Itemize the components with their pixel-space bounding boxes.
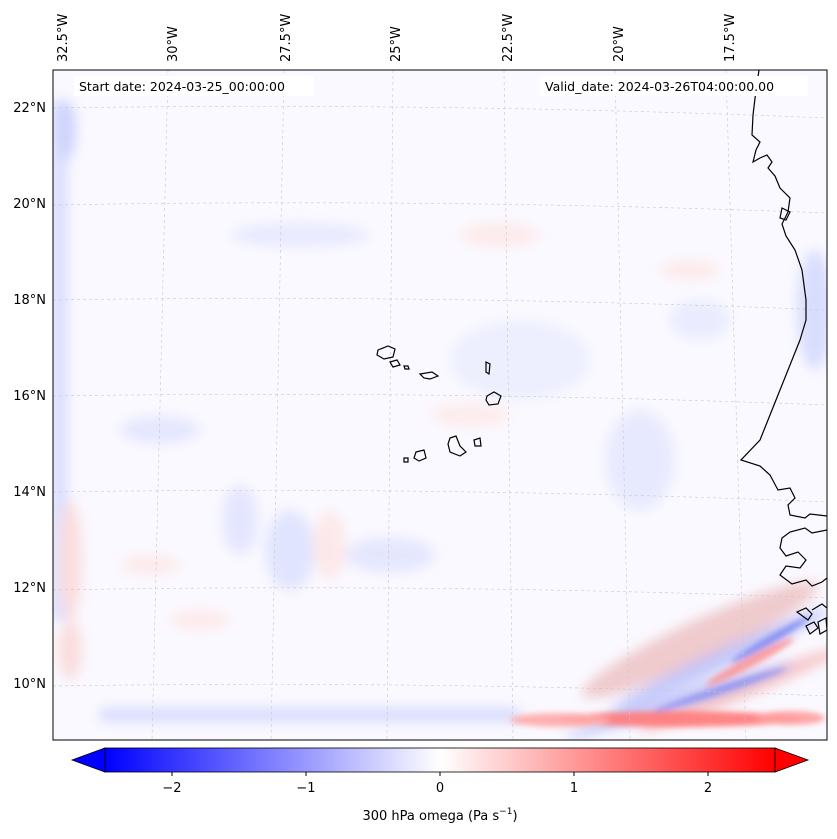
colorbar-tick-label: 1 xyxy=(570,781,578,796)
lat-label: 12°N xyxy=(13,581,46,596)
start-date-label: Start date: 2024-03-25_00:00:00 xyxy=(79,79,285,94)
lon-label: 32.5°W xyxy=(56,14,71,62)
lat-label: 16°N xyxy=(13,389,46,404)
lon-label: 27.5°W xyxy=(279,14,294,62)
colorbar: −2 −1 0 1 2 300 hPa omega (Pa s−1) xyxy=(70,747,810,824)
colorbar-extend-low xyxy=(70,747,106,773)
cape-verde-islands xyxy=(376,345,502,463)
lon-label: 30°W xyxy=(166,26,181,62)
colorbar-tick-label: 2 xyxy=(704,781,712,796)
colorbar-bar xyxy=(104,747,776,773)
start-date-box xyxy=(74,76,314,96)
graticule xyxy=(53,70,827,740)
omega-field xyxy=(53,70,827,740)
colorbar-tick-label: −1 xyxy=(296,781,315,796)
valid-date-box xyxy=(540,76,808,96)
lon-label: 17.5°W xyxy=(723,14,738,62)
colorbar-label: 300 hPa omega (Pa s−1) xyxy=(362,807,517,824)
lon-label: 25°W xyxy=(389,26,404,62)
longitude-labels: 32.5°W 30°W 27.5°W 25°W 22.5°W 20°W 17.5… xyxy=(56,14,738,62)
valid-date-label: Valid_date: 2024-03-26T04:00:00.00 xyxy=(545,79,774,94)
lat-label: 22°N xyxy=(13,101,46,116)
lat-label: 14°N xyxy=(13,485,46,500)
lat-label: 20°N xyxy=(13,197,46,212)
colorbar-tick-label: −2 xyxy=(162,781,181,796)
colorbar-tick-label: 0 xyxy=(436,781,444,796)
lat-label: 18°N xyxy=(13,293,46,308)
latitude-labels: 22°N 20°N 18°N 16°N 14°N 12°N 10°N xyxy=(13,101,46,692)
colorbar-extend-high xyxy=(774,747,810,773)
lon-label: 22.5°W xyxy=(501,14,516,62)
lon-label: 20°W xyxy=(612,26,627,62)
coastline xyxy=(739,70,827,635)
lat-label: 10°N xyxy=(13,677,46,692)
map-frame xyxy=(52,69,828,741)
